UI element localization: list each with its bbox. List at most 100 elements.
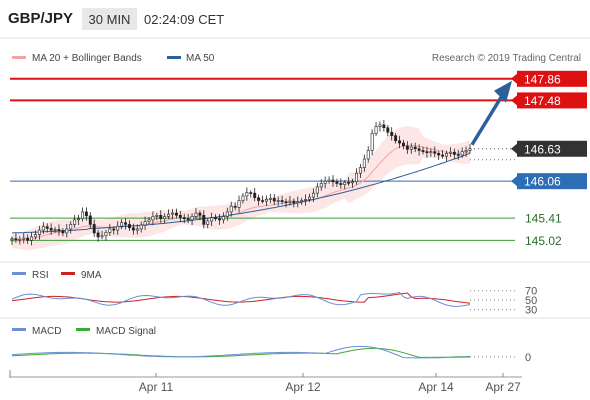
candle-body [257,197,261,201]
source-credit: Research © 2019 Trading Central [432,53,581,64]
candle [112,226,116,235]
candle-body [456,154,460,156]
level-value: 147.86 [524,72,561,86]
candle-body [405,145,409,150]
candle [147,217,151,224]
candle [167,209,171,220]
candle [100,230,104,240]
candle-body [159,215,163,220]
candle-body [174,212,178,216]
candle [26,234,30,244]
candle [327,176,331,184]
candle-body [394,135,398,142]
candle [296,196,300,208]
candle [366,146,370,163]
candle [386,124,390,137]
candle-body [268,197,272,200]
candle [18,236,22,245]
candle-body [264,199,268,202]
candle-body [292,200,296,204]
candle [135,224,139,235]
candle-body [92,224,96,234]
rsi-line [11,291,471,307]
candle [445,150,448,162]
candle [159,210,163,223]
candle-body [225,211,229,217]
candle-body [69,224,73,230]
candle-body [288,200,292,203]
candle-body [61,230,65,234]
candle [355,168,358,185]
candle [69,221,73,234]
candle-body [202,215,206,225]
level-label-pointer [511,176,517,187]
candle [104,229,108,241]
candle-body [237,200,241,208]
legend-label-macd-signal: MACD Signal [96,326,156,337]
candle-body [358,167,362,174]
candle-body [10,238,14,241]
legend-swatch-macd [12,328,26,331]
candle-body [374,126,378,134]
candle [276,196,280,206]
candle-body [18,238,22,241]
candle-body [347,182,351,184]
legend-label-ma50: MA 50 [186,53,215,64]
candle-body [437,153,441,156]
candle [198,210,202,221]
candle [30,232,34,246]
candle-body [37,229,41,235]
candle-body [65,228,69,234]
candle-body [386,127,390,133]
candle-body [80,211,84,220]
candle-body [351,181,355,184]
candle-body [163,216,167,220]
candle [253,188,257,202]
candle-body [421,150,425,152]
candle-body [100,235,104,238]
candle [163,213,167,224]
candle [272,193,276,206]
macd-panel: 0 [11,345,531,364]
level-label-resistance: 147.48 [511,92,587,109]
candle-body [401,142,405,147]
header: GBP/JPY 30 MIN 02:24:09 CET [8,8,224,30]
ma20-line [11,144,471,242]
candle [116,221,120,235]
level-label-resistance: 147.86 [511,70,587,87]
candle [421,146,425,155]
candle-body [214,217,218,220]
candles [10,119,472,246]
candle [37,226,41,240]
price-panel: 147.86 147.48 146.63 146.06 145.41 145.02 [10,70,587,251]
candle-body [445,153,448,157]
candle-body [276,200,280,202]
candle [452,148,456,159]
candle [77,214,81,225]
candle [218,214,221,225]
candle [319,179,323,191]
candle-body [366,150,370,160]
x-tick-label: Apr 11 [139,380,174,394]
legend-label-macd: MACD [32,326,61,337]
candle-body [96,232,100,238]
level-value: 146.06 [524,175,561,189]
level-label-box [517,140,587,157]
candle [370,129,374,156]
candle-body [49,228,53,231]
candle [61,228,65,237]
timeframe-label: 30 MIN [89,12,131,27]
candle-body [331,179,335,183]
candle [53,226,57,233]
candle [405,141,409,154]
candle-body [218,218,221,221]
candle [351,178,355,189]
candle [315,182,319,198]
candle-body [370,133,374,151]
candle-body [241,195,245,201]
candle [194,207,198,220]
candle [84,207,88,221]
candle [429,148,433,157]
bollinger-band [12,126,470,251]
